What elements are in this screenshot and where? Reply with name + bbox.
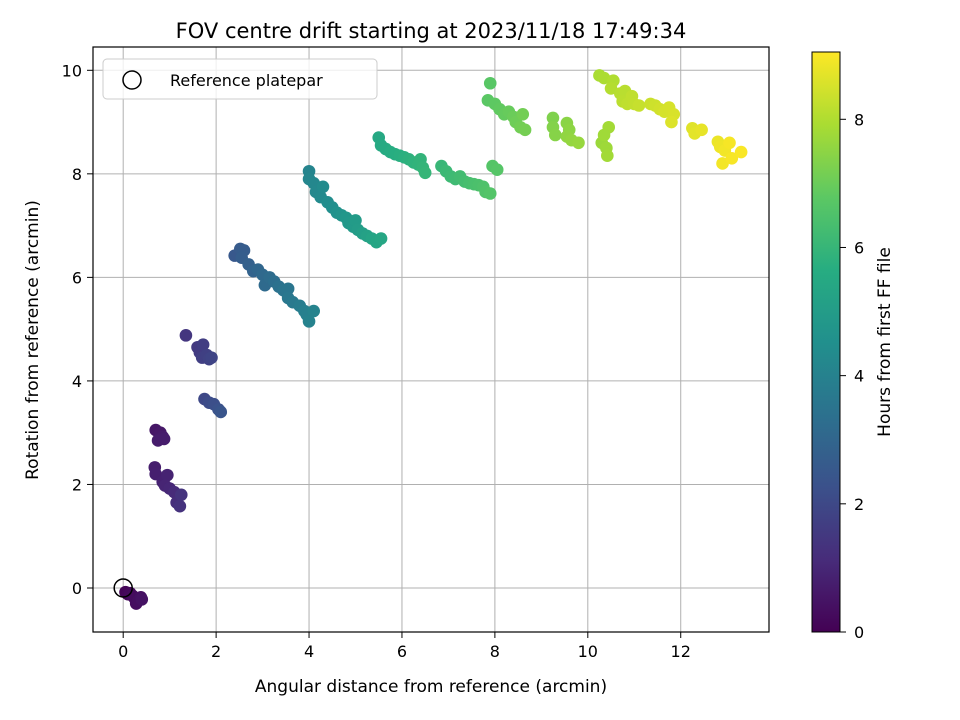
y-tick-label: 2	[72, 475, 82, 494]
data-point	[518, 123, 532, 137]
y-tick-label: 6	[72, 268, 82, 287]
data-point	[281, 282, 295, 296]
data-point	[604, 82, 618, 95]
data-points	[119, 69, 748, 610]
colorbar-ticks: 0 2 4 6 8	[840, 110, 864, 642]
data-point	[179, 329, 193, 342]
data-point	[135, 593, 149, 606]
data-point	[173, 499, 187, 513]
data-point	[418, 166, 432, 180]
data-point	[546, 111, 560, 125]
data-point	[572, 136, 585, 150]
reference-marker	[113, 578, 133, 598]
data-point	[483, 76, 497, 90]
chart-title: FOV centre drift starting at 2023/11/18 …	[176, 19, 687, 43]
x-axis-label: Angular distance from reference (arcmin)	[255, 677, 607, 697]
y-tick-label: 4	[72, 372, 82, 391]
data-point	[490, 163, 504, 176]
x-tick-label: 8	[490, 642, 500, 661]
data-point	[374, 232, 388, 245]
x-tick-label: 2	[211, 642, 221, 661]
data-point	[601, 149, 614, 163]
x-tick-label: 4	[304, 642, 314, 661]
legend: Reference platepar	[102, 58, 378, 100]
grid-lines	[93, 47, 769, 632]
x-tick-label: 12	[671, 642, 691, 661]
data-point	[174, 488, 188, 502]
y-axis-ticks: 0 2 4 6 8 10	[62, 61, 93, 598]
colorbar-tick-label: 0	[854, 623, 864, 642]
legend-marker-icon	[122, 70, 142, 90]
data-point	[734, 145, 748, 159]
y-tick-label: 8	[72, 165, 82, 184]
legend-label: Reference platepar	[170, 71, 323, 90]
data-point	[214, 405, 228, 419]
x-tick-label: 0	[118, 642, 128, 661]
y-axis-label: Rotation from reference (arcmin)	[23, 200, 43, 480]
data-point	[597, 128, 611, 142]
data-point	[548, 128, 562, 142]
data-point	[516, 108, 530, 121]
data-point	[632, 99, 646, 112]
data-point	[196, 338, 210, 351]
y-tick-label: 0	[72, 579, 82, 598]
data-point	[725, 152, 739, 165]
data-point	[723, 136, 736, 150]
x-tick-label: 10	[578, 642, 598, 661]
data-point	[716, 157, 729, 170]
x-axis-ticks: 0 2 4 6 8 10 12	[118, 632, 691, 661]
colorbar	[811, 51, 841, 633]
x-tick-label: 6	[397, 642, 407, 661]
reference-platepar-point	[113, 578, 133, 598]
data-point	[157, 432, 171, 446]
data-point	[316, 180, 330, 194]
colorbar-tick-label: 4	[854, 367, 864, 386]
data-point	[695, 123, 708, 137]
data-point	[302, 315, 316, 328]
y-tick-label: 10	[62, 61, 82, 80]
data-point	[483, 187, 497, 200]
data-point	[665, 115, 678, 129]
colorbar-tick-label: 6	[854, 238, 864, 257]
data-point	[307, 304, 320, 318]
colorbar-tick-label: 8	[854, 110, 864, 129]
legend-box	[102, 58, 378, 100]
colorbar-tick-label: 2	[854, 495, 864, 514]
colorbar-label: Hours from first FF file	[875, 247, 895, 437]
plot-frame	[92, 46, 770, 633]
data-point	[205, 351, 218, 364]
data-point	[161, 468, 174, 482]
